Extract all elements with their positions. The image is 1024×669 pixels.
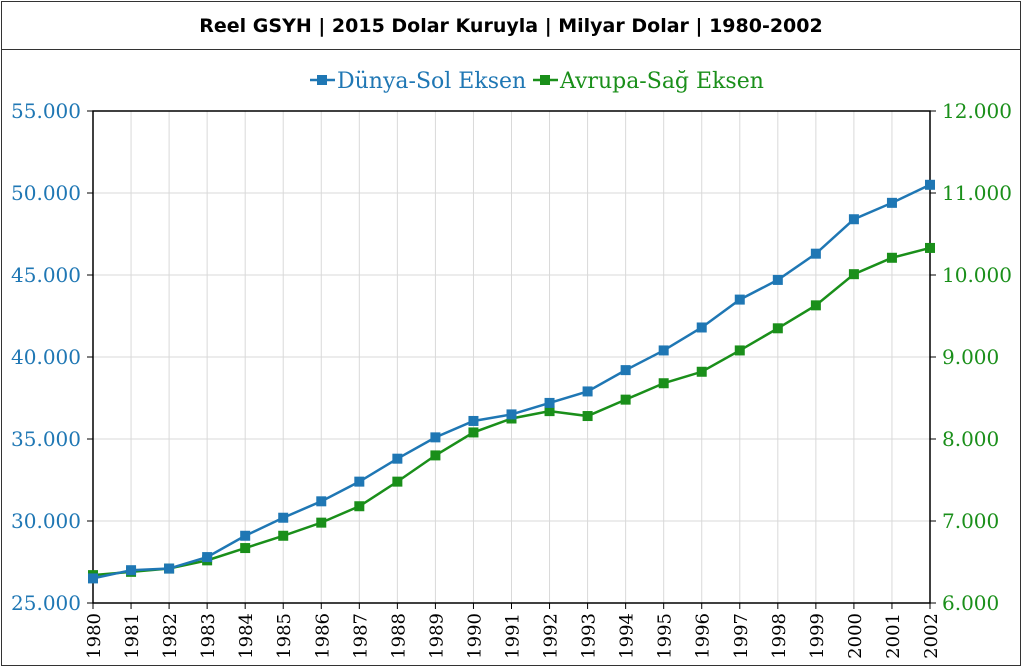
legend: Dünya-Sol Eksen Avrupa-Sağ Eksen [310, 69, 764, 94]
data-point-europe [658, 378, 669, 389]
x-tick-label: 1992 [541, 613, 562, 659]
y-left-tick-label: 40.000 [11, 345, 81, 369]
data-point-world [848, 214, 859, 225]
x-tick-label: 1984 [236, 613, 257, 659]
data-point-world [316, 496, 327, 507]
data-point-europe [582, 411, 593, 422]
x-tick-label: 1994 [617, 613, 638, 659]
x-tick-label: 1990 [464, 613, 485, 659]
x-tick-label: 1985 [274, 613, 295, 659]
x-tick-label: 2002 [921, 613, 942, 659]
data-point-europe [620, 394, 631, 405]
chart-title: Reel GSYH | 2015 Dolar Kuruyla | Milyar … [2, 2, 1020, 50]
data-point-europe [734, 345, 745, 356]
x-tick-label: 1989 [426, 613, 447, 659]
data-point-world [734, 294, 745, 305]
data-point-europe [848, 269, 859, 280]
data-point-world [772, 274, 783, 285]
x-tick-label: 1998 [769, 613, 790, 659]
data-point-world [164, 563, 175, 574]
data-point-europe [468, 427, 479, 438]
data-point-europe [430, 450, 441, 461]
data-point-world [126, 565, 137, 576]
y-right-tick-label: 9.000 [942, 345, 999, 369]
data-point-world [582, 386, 593, 397]
x-tick-label: 1991 [503, 613, 524, 659]
x-tick-label: 1982 [160, 613, 181, 659]
data-point-world [430, 432, 441, 443]
x-tick-label: 1980 [84, 613, 105, 659]
data-point-europe [354, 501, 365, 512]
data-point-world [886, 197, 897, 208]
data-point-world [810, 248, 821, 259]
data-point-world [620, 365, 631, 376]
x-tick-label: 1987 [350, 613, 371, 659]
y-left-tick-label: 55.000 [11, 99, 81, 123]
data-point-europe [278, 530, 289, 541]
y-left-tick-label: 50.000 [11, 181, 81, 205]
x-tick-label: 1996 [693, 613, 714, 659]
y-left-tick-label: 35.000 [11, 427, 81, 451]
y-left-tick-label: 25.000 [11, 591, 81, 615]
data-point-world [925, 179, 935, 190]
data-point-europe [886, 252, 897, 263]
x-tick-label: 1981 [122, 613, 143, 659]
x-tick-label: 1995 [655, 613, 676, 659]
data-point-world [468, 415, 479, 426]
legend-item-world: Dünya-Sol Eksen [310, 69, 526, 94]
data-point-world [278, 512, 289, 523]
data-point-world [392, 453, 403, 464]
data-point-europe [772, 323, 783, 334]
y-left-tick-label: 30.000 [11, 509, 81, 533]
legend-item-europe: Avrupa-Sağ Eksen [533, 69, 764, 94]
data-point-europe [316, 517, 327, 528]
y-right-tick-label: 10.000 [942, 263, 1012, 287]
x-tick-label: 1988 [388, 613, 409, 659]
data-point-world [88, 573, 98, 584]
x-tick-label: 2001 [883, 613, 904, 659]
x-tick-label: 1993 [579, 613, 600, 659]
y-left-tick-label: 45.000 [11, 263, 81, 287]
data-point-europe [696, 366, 707, 377]
y-right-tick-label: 11.000 [942, 181, 1012, 205]
x-tick-label: 2000 [845, 613, 866, 659]
data-point-europe [392, 476, 403, 487]
axis-layer: 25.000 6.000 30.000 7.000 35.000 8.000 40.000 9… [11, 99, 1012, 659]
data-point-europe [544, 406, 555, 417]
y-right-tick-label: 8.000 [942, 427, 999, 451]
series-layer [88, 179, 935, 584]
data-point-world [354, 476, 365, 487]
data-point-europe [810, 300, 821, 311]
legend-label-europe: Avrupa-Sağ Eksen [559, 69, 764, 94]
x-tick-label: 1997 [731, 613, 752, 659]
data-point-world [696, 322, 707, 333]
data-point-europe [240, 543, 251, 554]
data-point-world [202, 552, 213, 563]
y-right-tick-label: 12.000 [942, 99, 1012, 123]
data-point-world [506, 409, 517, 420]
y-right-tick-label: 6.000 [942, 591, 999, 615]
data-point-world [544, 397, 555, 408]
data-point-world [658, 345, 669, 356]
data-point-world [240, 530, 251, 541]
x-tick-label: 1999 [807, 613, 828, 659]
legend-label-world: Dünya-Sol Eksen [337, 69, 526, 94]
data-point-europe [925, 242, 935, 253]
grid-layer [93, 111, 930, 603]
x-tick-label: 1983 [198, 613, 219, 659]
x-tick-label: 1986 [312, 613, 333, 659]
y-right-tick-label: 7.000 [942, 509, 999, 533]
